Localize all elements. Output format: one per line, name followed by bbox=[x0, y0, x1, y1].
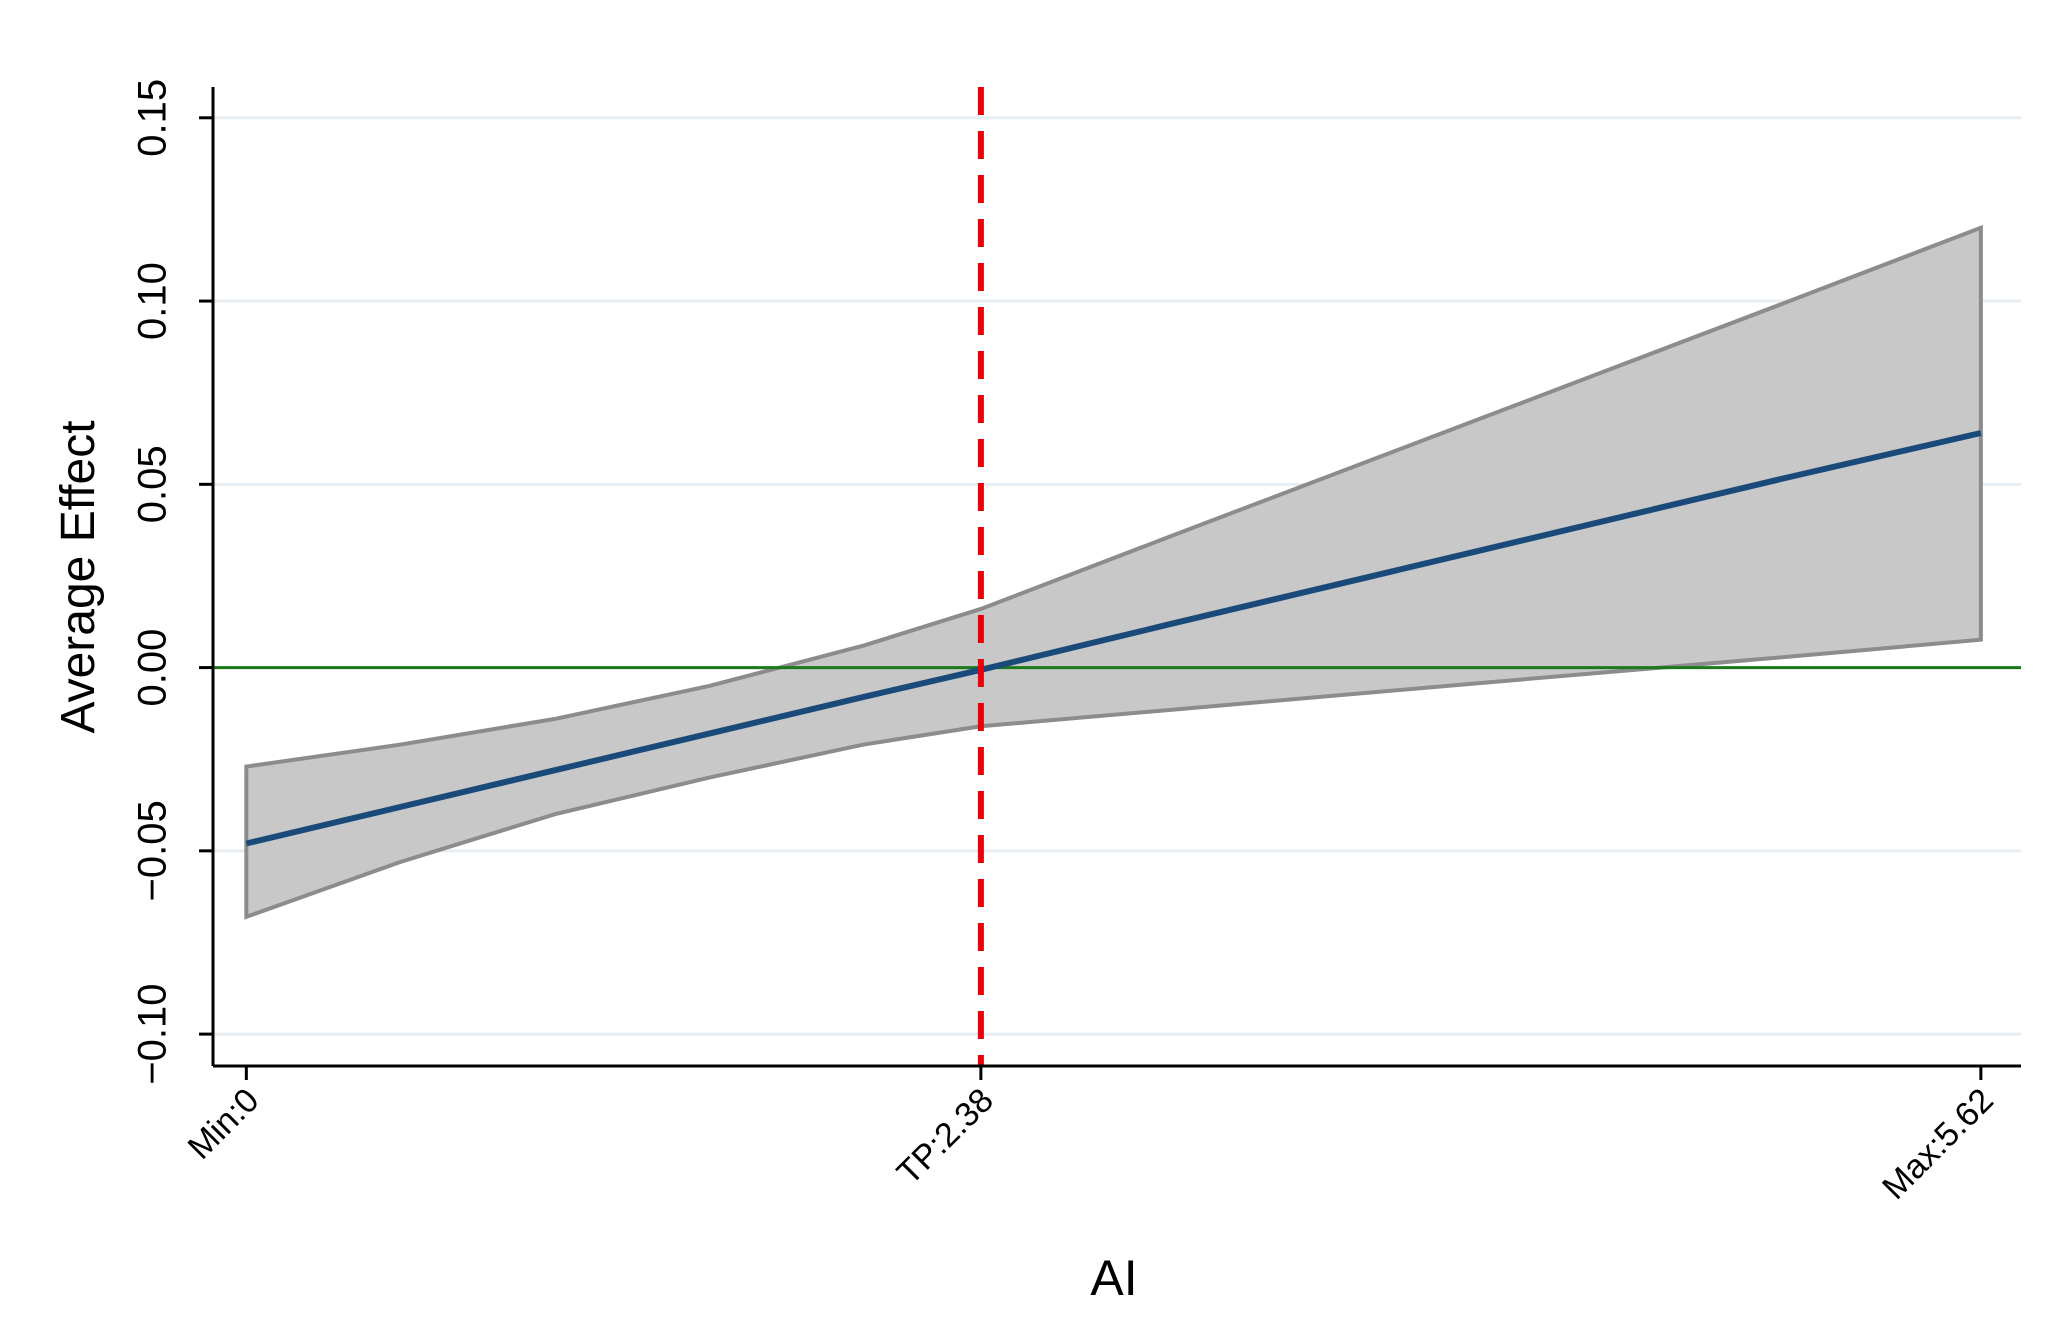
x-tick-label: TP:2.38 bbox=[890, 1081, 1001, 1192]
y-tick-label: −0.10 bbox=[131, 984, 175, 1085]
x-axis-title: AI bbox=[1090, 1250, 1137, 1306]
effect-line bbox=[245, 430, 1982, 847]
y-tick-label: 0.00 bbox=[131, 629, 175, 707]
y-tick-label: 0.10 bbox=[131, 262, 175, 340]
y-tick-label: 0.15 bbox=[131, 79, 175, 157]
y-tick-label: 0.05 bbox=[131, 445, 175, 523]
confidence-band bbox=[244, 224, 1983, 920]
x-tick-label: Min:0 bbox=[181, 1081, 267, 1167]
y-tick-label: −0.05 bbox=[131, 800, 175, 901]
x-tick-label: Max:5.62 bbox=[1875, 1081, 2001, 1207]
y-axis-title: Average Effect bbox=[52, 420, 105, 733]
